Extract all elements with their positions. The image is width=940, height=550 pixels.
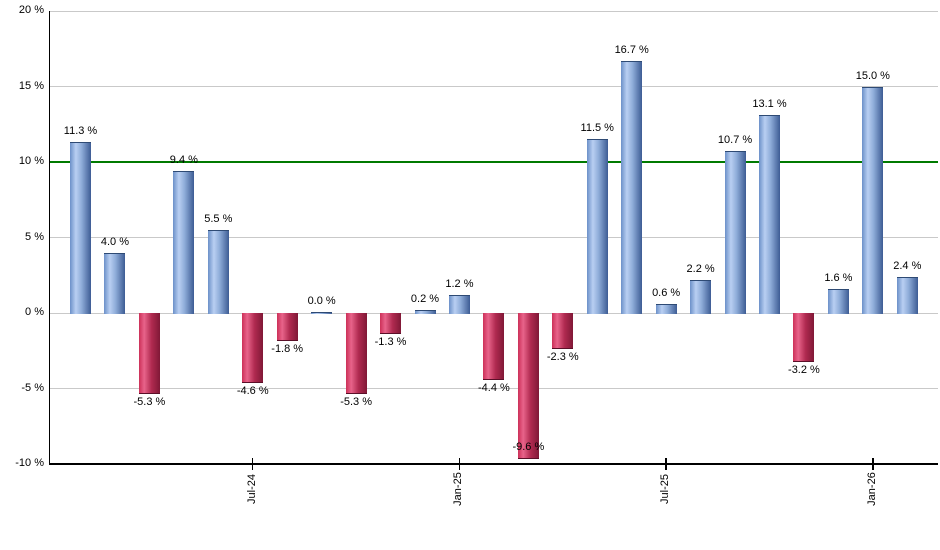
y-axis-tick-label: 20 %	[18, 4, 44, 16]
bar-value-label: -2.3 %	[546, 350, 579, 363]
bar-value-label: 2.2 %	[686, 262, 715, 275]
reference-line-10pct	[50, 161, 938, 163]
bar	[138, 313, 160, 395]
bar-value-label: 13.1 %	[752, 98, 787, 111]
bar	[862, 86, 884, 314]
x-axis-line	[48, 463, 938, 465]
bar-value-label: 1.2 %	[445, 277, 474, 290]
x-axis-tick-label: Jul-24	[245, 474, 258, 504]
y-axis-tick-label: 10 %	[18, 155, 44, 167]
bar-value-label: 2.4 %	[893, 259, 922, 272]
y-axis-tick-label: -10 %	[15, 457, 44, 469]
bar-value-label: -1.3 %	[374, 335, 407, 348]
bar-value-label: 15.0 %	[855, 69, 890, 82]
x-axis-tick	[252, 458, 254, 470]
bar-value-label: -3.2 %	[788, 364, 820, 377]
bar-value-label: -4.4 %	[477, 382, 510, 395]
bar-value-label: 4.0 %	[100, 235, 129, 248]
gridline	[50, 237, 938, 238]
bar	[104, 252, 126, 314]
bar	[380, 313, 402, 334]
y-axis-line	[48, 11, 51, 464]
bar-value-label: 0.2 %	[410, 292, 440, 305]
bar	[207, 229, 229, 314]
y-axis-tick-label: 15 %	[18, 79, 44, 92]
bar	[70, 142, 91, 314]
bar	[690, 279, 712, 314]
bar-value-label: 16.7 %	[614, 43, 649, 56]
gridline	[50, 86, 938, 87]
bar	[345, 313, 367, 395]
x-axis-tick-label: Jan-26	[865, 472, 878, 506]
bar-value-label: 9.4 %	[169, 154, 198, 167]
bar-value-label: 11.3 %	[63, 125, 98, 138]
bar	[586, 139, 608, 314]
x-axis-tick	[458, 458, 461, 470]
bar	[759, 115, 780, 314]
bar-value-label: -5.3 %	[340, 396, 372, 409]
bar-value-label: -5.3 %	[133, 396, 166, 409]
bar-value-label: 11.5 %	[580, 122, 614, 135]
y-axis-tick-label: 0 %	[25, 306, 44, 318]
bar-value-label: 10.7 %	[717, 134, 753, 147]
gridline	[50, 10, 938, 12]
bar	[793, 313, 815, 363]
y-axis-tick-label: -5 %	[21, 381, 44, 394]
y-axis-tick-label: 5 %	[25, 230, 44, 243]
bar	[311, 312, 333, 314]
bar-value-label: -4.6 %	[236, 385, 269, 398]
bar-value-label: -1.8 %	[271, 343, 304, 356]
x-axis-tick	[872, 458, 874, 470]
bar-value-label: 1.6 %	[824, 271, 853, 284]
bar	[896, 276, 918, 314]
bar-value-label: 0.0 %	[307, 295, 336, 307]
bar	[621, 60, 643, 314]
bar	[276, 313, 298, 342]
bar-value-label: 5.5 %	[204, 212, 233, 225]
bar	[724, 151, 746, 314]
bar	[517, 313, 539, 459]
bar	[173, 171, 195, 314]
bar-value-label: 0.6 %	[652, 286, 681, 299]
bar	[448, 294, 470, 314]
bar	[483, 313, 505, 381]
bar	[414, 309, 436, 314]
bar	[827, 288, 849, 314]
bar-value-label: -9.6 %	[512, 440, 545, 453]
x-axis-tick-label: Jul-25	[659, 474, 672, 504]
x-axis-tick	[665, 458, 667, 470]
gridline	[50, 388, 938, 389]
plot-area: 11.3 % 4.0 % -5.3 % 9.4 % 5.5 % -4.6 % -1.8 % 0…	[50, 10, 938, 464]
bar	[655, 303, 677, 314]
bar	[552, 313, 574, 349]
bar	[242, 313, 264, 384]
x-axis-tick-label: Jan-25	[452, 472, 465, 506]
